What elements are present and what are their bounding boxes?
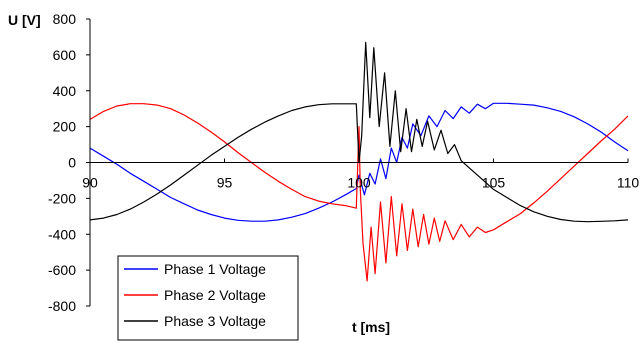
y-tick-label: -400 bbox=[48, 226, 76, 242]
y-axis-label: U [V] bbox=[8, 12, 41, 28]
x-tick-label: 110 bbox=[617, 175, 640, 191]
axes bbox=[86, 18, 629, 307]
tick-labels: 800 600 400 200 0 -200 -400 -600 -800 90 95 100 105 1… bbox=[48, 11, 639, 314]
x-axis-label: t [ms] bbox=[352, 319, 390, 335]
plot-lines bbox=[89, 41, 629, 282]
y-tick-label: 0 bbox=[68, 155, 76, 171]
y-tick-label: -600 bbox=[48, 262, 76, 278]
x-tick-label: 100 bbox=[347, 175, 371, 191]
y-tick-label: 600 bbox=[53, 47, 77, 63]
y-tick-label: 400 bbox=[53, 83, 77, 99]
y-tick-label: 800 bbox=[53, 11, 77, 27]
x-tick-label: 95 bbox=[217, 175, 233, 191]
x-tick-label: 105 bbox=[482, 175, 506, 191]
series-line-phase-3 bbox=[89, 41, 629, 223]
legend-label-phase-1: Phase 1 Voltage bbox=[164, 261, 266, 277]
series-line-phase-2 bbox=[89, 103, 629, 282]
x-tick-label: 90 bbox=[82, 175, 98, 191]
y-tick-label: -800 bbox=[48, 298, 76, 314]
y-tick-label: 200 bbox=[53, 119, 77, 135]
series-line-phase-1 bbox=[89, 102, 629, 222]
legend: Phase 1 Voltage Phase 2 Voltage Phase 3 Vo… bbox=[117, 255, 299, 341]
legend-label-phase-3: Phase 3 Voltage bbox=[164, 313, 266, 329]
legend-box bbox=[117, 255, 299, 341]
legend-label-phase-2: Phase 2 Voltage bbox=[164, 287, 266, 303]
y-tick-label: -200 bbox=[48, 190, 76, 206]
